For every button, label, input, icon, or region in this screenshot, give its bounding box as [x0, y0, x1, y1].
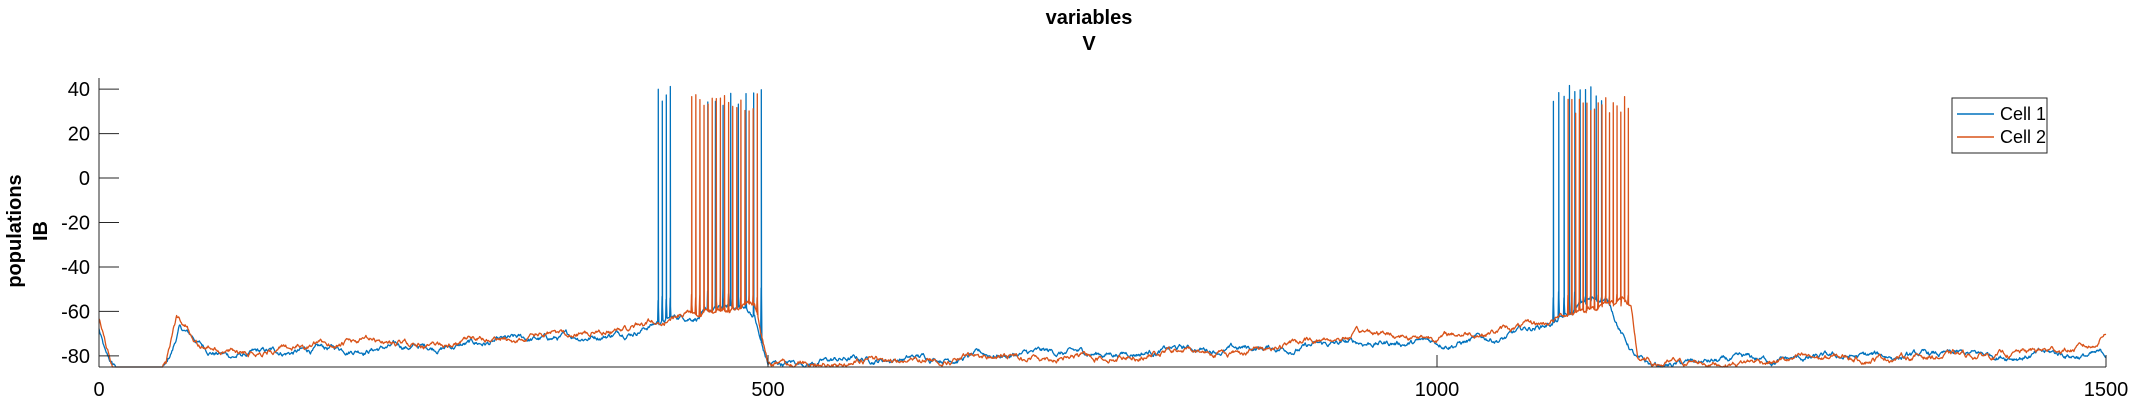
y-tick-label: -40 — [61, 257, 90, 279]
chart-title-line-1: variables — [1046, 7, 1133, 29]
chart-title-line-2: V — [1082, 33, 1096, 55]
plot-area — [98, 84, 2107, 368]
chart-title: variables V — [1046, 7, 1133, 55]
legend-box — [1951, 97, 2048, 154]
y-axis-title: populations IB — [4, 174, 52, 287]
y-axis-title-line-2: IB — [30, 221, 52, 241]
y-tick-label: 0 — [79, 168, 90, 190]
y-tick-label: -80 — [61, 346, 90, 368]
y-tick-label: -60 — [61, 301, 90, 323]
y-tick-label: 40 — [68, 79, 90, 101]
x-tick-label: 0 — [93, 379, 104, 400]
x-tick-label: 1500 — [2084, 379, 2129, 400]
y-tick-label: -20 — [61, 213, 90, 235]
legend-label-2: Cell 2 — [2000, 127, 2046, 147]
x-tick-label: 500 — [751, 379, 784, 400]
legend: Cell 1 Cell 2 — [1951, 97, 2048, 154]
axes: 0 500 1000 1500 -80 -60 -40 -20 0 20 40 — [61, 78, 2129, 401]
y-axis-title-line-1: populations — [4, 174, 26, 287]
series-line-1 — [98, 84, 2107, 368]
y-tick-label: 20 — [68, 124, 90, 146]
x-tick-label: 1000 — [1415, 379, 1460, 400]
series-line-2 — [98, 93, 2107, 368]
legend-label-1: Cell 1 — [2000, 104, 2046, 124]
